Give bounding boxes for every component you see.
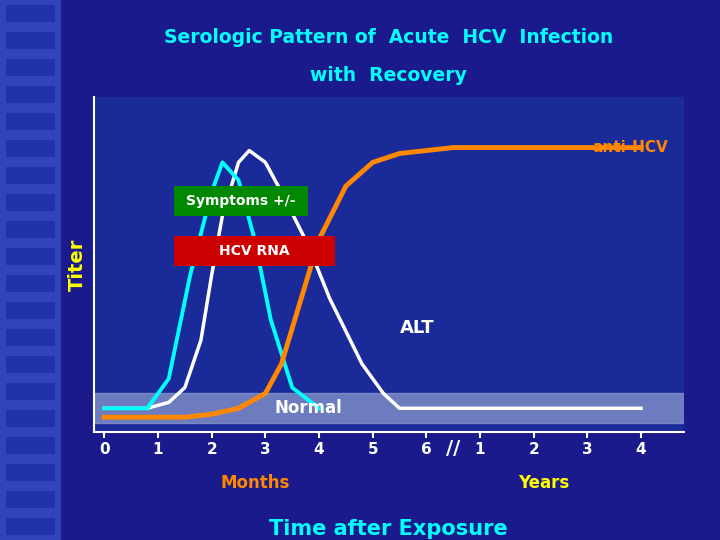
Text: anti-HCV: anti-HCV <box>592 140 668 155</box>
Text: Normal: Normal <box>274 399 342 417</box>
Bar <box>6 437 55 454</box>
Y-axis label: Titer: Titer <box>68 239 86 291</box>
Bar <box>6 140 55 157</box>
Bar <box>6 221 55 238</box>
Text: with  Recovery: with Recovery <box>310 66 467 85</box>
Bar <box>6 518 55 535</box>
Bar <box>6 410 55 427</box>
Bar <box>6 248 55 265</box>
Text: Symptoms +/-: Symptoms +/- <box>186 194 296 208</box>
Bar <box>6 302 55 319</box>
Text: HCV RNA: HCV RNA <box>220 244 290 258</box>
Text: Time after Exposure: Time after Exposure <box>269 519 508 539</box>
Bar <box>6 383 55 400</box>
Bar <box>6 356 55 373</box>
Bar <box>6 113 55 130</box>
Bar <box>6 491 55 508</box>
Bar <box>6 464 55 481</box>
Bar <box>6 5 55 22</box>
Bar <box>6 275 55 292</box>
Text: ALT: ALT <box>400 319 434 338</box>
Bar <box>6 32 55 49</box>
Text: Months: Months <box>221 474 290 492</box>
FancyBboxPatch shape <box>174 237 335 266</box>
Bar <box>6 329 55 346</box>
FancyBboxPatch shape <box>174 186 308 215</box>
Bar <box>6 59 55 76</box>
Bar <box>6 194 55 211</box>
Bar <box>6 86 55 103</box>
Text: Years: Years <box>518 474 570 492</box>
Bar <box>6 167 55 184</box>
Text: //: // <box>446 440 460 458</box>
Text: Serologic Pattern of  Acute  HCV  Infection: Serologic Pattern of Acute HCV Infection <box>164 28 613 48</box>
Bar <box>94 394 684 423</box>
